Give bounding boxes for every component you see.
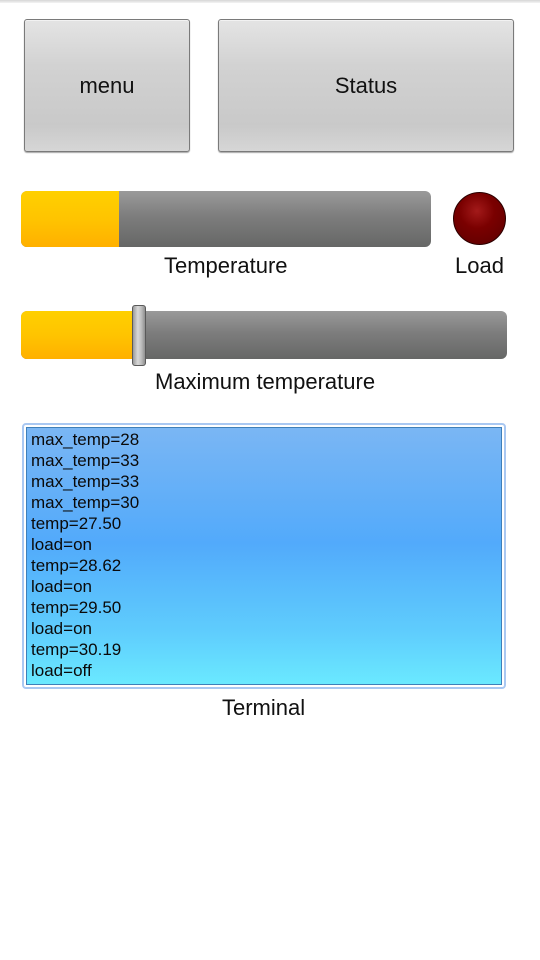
status-button[interactable]: Status	[218, 19, 514, 152]
terminal-line: load=on	[31, 535, 92, 554]
terminal-line: load=off	[31, 661, 92, 680]
max-temperature-slider-handle[interactable]	[131, 305, 146, 366]
menu-button-label: menu	[79, 72, 135, 98]
temperature-progress-fill	[21, 191, 120, 247]
terminal-line: load=on	[31, 577, 92, 596]
terminal-line: max_temp=33	[31, 472, 140, 491]
terminal-line: max_temp=33	[31, 451, 140, 470]
terminal-label: Terminal	[222, 695, 306, 720]
max-temperature-label: Maximum temperature	[155, 369, 376, 394]
terminal-line: max_temp=30	[31, 493, 140, 512]
menu-button[interactable]: menu	[24, 19, 190, 152]
load-label: Load	[455, 253, 504, 278]
temperature-label: Temperature	[164, 253, 288, 278]
terminal-line: load=on	[31, 619, 92, 638]
terminal-content-area[interactable]: max_temp=28 max_temp=33 max_temp=33 max_tem…	[26, 427, 502, 685]
terminal-line: max_temp=28	[31, 430, 140, 449]
terminal-textbox[interactable]: max_temp=28 max_temp=33 max_temp=33 max_tem…	[22, 423, 506, 689]
terminal-line: temp=28.62	[31, 556, 122, 575]
top-divider	[0, 0, 540, 3]
terminal-line: temp=27.50	[31, 514, 122, 533]
terminal-output: max_temp=28 max_temp=33 max_temp=33 max_tem…	[31, 429, 139, 681]
status-button-label: Status	[334, 72, 398, 98]
load-indicator-led	[453, 192, 506, 245]
max-temperature-slider[interactable]	[21, 311, 507, 359]
terminal-line: temp=30.19	[31, 640, 122, 659]
terminal-line: temp=29.50	[31, 598, 122, 617]
temperature-progress-bar	[21, 191, 431, 247]
max-temperature-slider-fill	[21, 311, 138, 359]
